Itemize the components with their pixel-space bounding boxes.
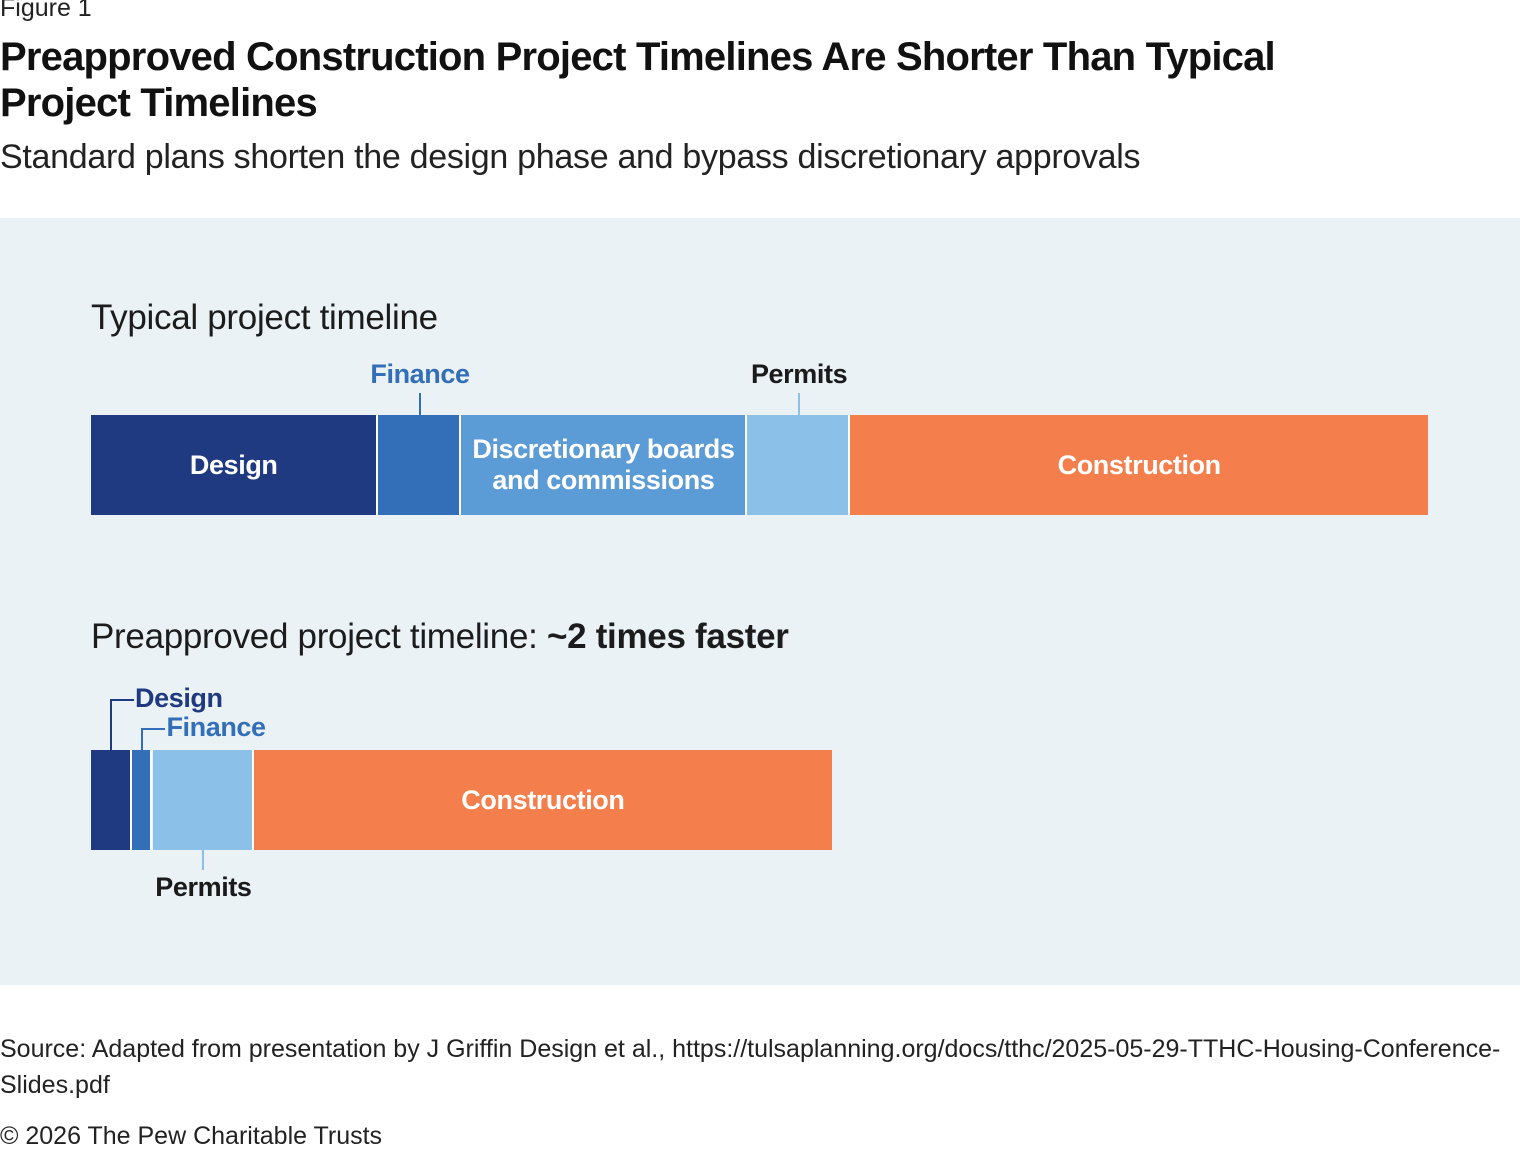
typical-leader-finance <box>418 393 421 415</box>
typical-segment-discretionary-boards-and-commissions: Discretionary boards and commissions <box>461 415 748 515</box>
preapproved-leader-finance <box>141 729 144 750</box>
typical-timeline-title: Typical project timeline <box>91 298 438 338</box>
typical-timeline-bar: Design Discretionary boards and commissio… <box>91 415 1428 515</box>
preapproved-leader-permits <box>202 850 205 870</box>
typical-callout-permits: Permits <box>750 359 848 389</box>
typical-segment-design: Design <box>91 415 379 515</box>
preapproved-leader-design <box>110 700 112 750</box>
preapproved-timeline-title: Preapproved project timeline: ~2 times f… <box>91 617 789 657</box>
copyright: © 2026 The Pew Charitable Trusts <box>0 1122 383 1150</box>
typical-callout-finance: Finance <box>370 359 470 389</box>
typical-segment-construction: Construction <box>850 415 1428 515</box>
preapproved-timeline-title-emphasis: ~2 times faster <box>546 617 789 656</box>
typical-leader-permits <box>797 393 800 415</box>
preapproved-segment-design <box>91 750 133 850</box>
typical-segment-permits <box>747 415 851 515</box>
preapproved-callout-permits: Permits <box>155 872 252 902</box>
chart-panel <box>0 218 1520 985</box>
preapproved-segment-finance <box>132 750 153 850</box>
chart-title: Preapproved Construction Project Timelin… <box>0 35 1276 125</box>
typical-timeline-title-text: Typical project timeline <box>91 298 438 337</box>
preapproved-callout-finance: Finance <box>166 712 266 742</box>
preapproved-callout-design: Design <box>135 683 223 713</box>
source-note: Source: Adapted from presentation by J G… <box>0 1035 1501 1099</box>
preapproved-segment-construction: Construction <box>254 750 832 850</box>
chart-subtitle: Standard plans shorten the design phase … <box>0 138 1141 176</box>
typical-segment-finance <box>378 415 462 515</box>
preapproved-timeline-title-text: Preapproved project timeline: <box>91 617 547 656</box>
preapproved-segment-permits <box>152 750 255 850</box>
figure-label: Figure 1 <box>0 0 92 22</box>
preapproved-leader-arm-finance <box>141 728 166 730</box>
preapproved-leader-arm-design <box>110 699 134 701</box>
preapproved-timeline-bar: Construction <box>91 750 832 850</box>
